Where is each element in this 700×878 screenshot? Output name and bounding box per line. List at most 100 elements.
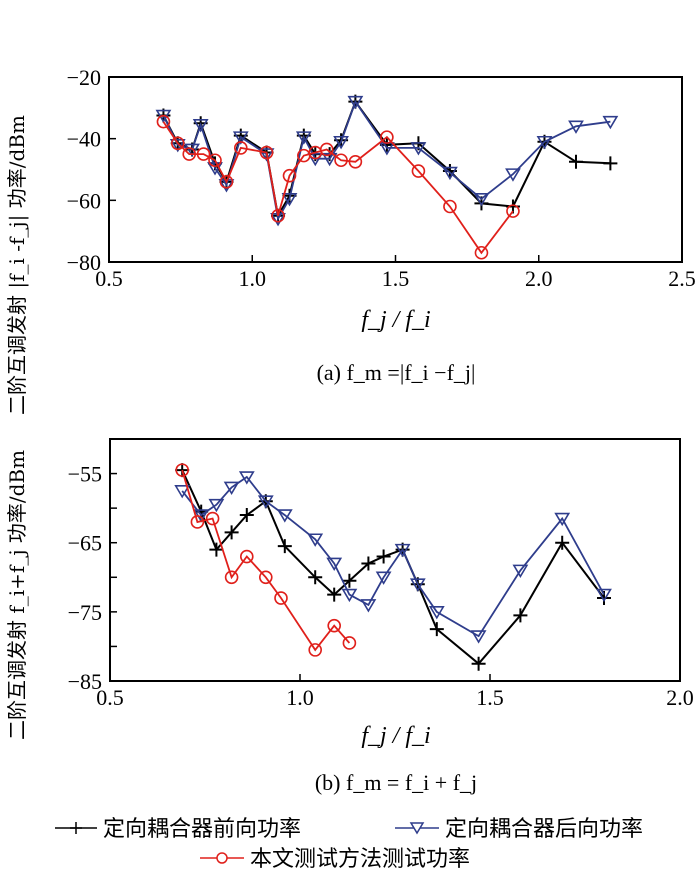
chart-b-data-point xyxy=(175,463,189,477)
chart-b-data-point xyxy=(409,578,426,592)
chart-a-series-line xyxy=(162,99,611,219)
legend-label-proposed: 本文测试方法测试功率 xyxy=(250,847,470,872)
chart-a: 0.5 1.0 1.5 2.0 2.5 −20 −40 −60 −80 二阶互调发射 |f_i … xyxy=(5,65,696,415)
chart-a-data-point xyxy=(442,166,458,181)
chart-a-data-point xyxy=(333,135,349,150)
chart-b-data-point xyxy=(555,535,570,550)
chart-a-data-point xyxy=(411,164,426,178)
chart-a-data-point xyxy=(271,208,285,223)
chart-b-data-point xyxy=(361,556,376,571)
chart-a-data-point xyxy=(232,131,249,145)
chart-b-caption: (b) f_m = f_i + f_j xyxy=(315,770,477,795)
chart-a-xlabel: f_j / f_i xyxy=(361,307,430,333)
chart-a-data-point xyxy=(603,156,618,171)
chart-b-data-point xyxy=(513,608,528,623)
chart-b-xlabel: f_j / f_i xyxy=(361,723,430,749)
chart-a-data-point xyxy=(295,131,312,145)
chart-a-data-point xyxy=(219,175,234,189)
chart-b-ytick-label: −55 xyxy=(68,462,102,487)
chart-b-data-point xyxy=(276,509,293,523)
chart-b-series-line xyxy=(181,469,351,652)
chart-b-data-point xyxy=(308,570,323,585)
chart-a-data-point xyxy=(334,153,348,168)
chart-a-data-point xyxy=(192,118,209,133)
chart-b-series-0 xyxy=(175,463,611,671)
chart-a-xtick-label: 1.0 xyxy=(239,266,267,291)
chart-a-xtick-label: 0.5 xyxy=(95,266,123,291)
chart-a-data-point xyxy=(307,152,324,167)
chart-a-data-point xyxy=(505,168,521,182)
chart-b-data-point xyxy=(258,570,273,585)
chart-b-data-point xyxy=(277,539,292,554)
chart-a-ytick-label: −40 xyxy=(67,127,101,152)
chart-b-data-point xyxy=(223,481,240,495)
chart-b-series-1 xyxy=(174,471,612,644)
chart-b-data-point xyxy=(174,485,191,499)
legend-label-backward: 定向耦合器后向功率 xyxy=(445,817,643,842)
chart-b-series-2 xyxy=(175,463,357,657)
chart-b-data-point xyxy=(554,512,571,527)
chart-a-data-point xyxy=(443,199,457,214)
chart-b-data-point xyxy=(224,570,239,585)
chart-b-data-point xyxy=(471,656,486,671)
chart-b-data-point xyxy=(394,543,411,558)
chart-a-caption: (a) f_m =|f_i −f_j| xyxy=(317,360,476,385)
chart-a-data-point xyxy=(568,154,583,169)
chart-a-ytick-label: −20 xyxy=(67,65,101,90)
chart-a-data-point xyxy=(347,95,364,110)
chart-a-data-point xyxy=(473,192,490,207)
chart-b-data-point xyxy=(308,643,323,657)
chart-a-ytick-label: −60 xyxy=(67,188,101,213)
chart-a-data-point xyxy=(184,143,200,158)
chart-a-data-point xyxy=(259,145,274,160)
chart-a-data-point xyxy=(474,245,489,260)
chart-b-xtick-label: 1.0 xyxy=(286,685,314,710)
legend: 定向耦合器前向功率 定向耦合器后向功率 本文测试方法测试功率 xyxy=(55,817,643,872)
chart-b-series-line xyxy=(181,475,605,638)
chart-b-series-line xyxy=(181,469,605,666)
chart-b-data-point xyxy=(327,587,342,602)
chart-a-series-line xyxy=(162,121,514,255)
chart-a-series-2 xyxy=(156,114,520,260)
chart-a-data-point xyxy=(602,115,619,130)
chart-a-series-0 xyxy=(156,94,618,223)
chart-b-data-point xyxy=(376,549,391,564)
chart-b-ytick-label: −75 xyxy=(68,600,102,625)
chart-b-xtick-label: 0.5 xyxy=(96,685,124,710)
chart-b-data-point xyxy=(208,498,225,513)
chart-b: 0.5 1.0 1.5 2.0 −55 −65 −75 −85 二阶互调发射 f_i+f_j … xyxy=(5,438,694,795)
chart-a-data-point xyxy=(208,153,222,168)
chart-a-series-line xyxy=(162,99,611,222)
chart-a-data-point xyxy=(156,114,171,129)
chart-a-xtick-label: 1.5 xyxy=(382,266,410,291)
chart-a-data-point xyxy=(207,162,223,176)
chart-a-data-point xyxy=(319,142,334,157)
chart-b-data-point xyxy=(429,622,444,637)
chart-b-data-point xyxy=(307,533,324,547)
chart-a-data-point xyxy=(568,120,584,134)
chart-b-data-point xyxy=(205,511,220,526)
chart-b-data-point xyxy=(342,636,357,650)
chart-a-data-point xyxy=(170,136,185,151)
chart-b-ytick-label: −65 xyxy=(68,531,102,556)
chart-a-ylabel: 二阶互调发射 |f_i -f_j| 功率/dBm xyxy=(5,115,30,415)
chart-b-ylabel: 二阶互调发射 f_i+f_j 功率/dBm xyxy=(5,450,29,740)
chart-a-data-point xyxy=(321,152,338,167)
chart-a-data-point xyxy=(196,147,211,161)
chart-a-data-point xyxy=(281,192,298,207)
legend-item-proposed: 本文测试方法测试功率 xyxy=(200,847,470,872)
chart-b-data-point xyxy=(239,508,254,523)
chart-b-data-point xyxy=(238,471,255,485)
chart-b-data-point xyxy=(341,588,358,603)
chart-b-data-point xyxy=(224,525,239,540)
plus-marker-icon xyxy=(70,822,82,834)
chart-b-data-point xyxy=(360,599,377,613)
chart-a-data-point xyxy=(506,204,520,218)
chart-a-data-point xyxy=(182,147,197,161)
chart-b-xtick-label: 2.0 xyxy=(666,685,694,710)
chart-a-xtick-label: 2.0 xyxy=(525,266,553,291)
chart-a-ytick-label: −80 xyxy=(67,250,101,275)
chart-a-data-point xyxy=(410,142,427,156)
chart-b-data-point xyxy=(470,630,487,644)
